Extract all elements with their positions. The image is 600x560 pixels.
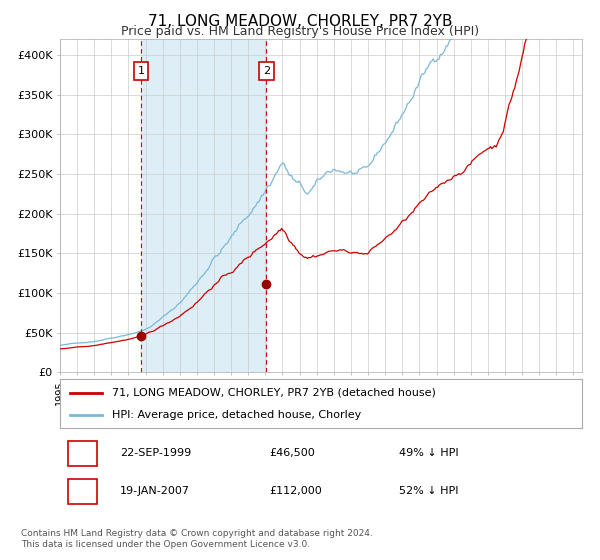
Text: 22-SEP-1999: 22-SEP-1999 <box>120 447 191 458</box>
Text: 71, LONG MEADOW, CHORLEY, PR7 2YB: 71, LONG MEADOW, CHORLEY, PR7 2YB <box>148 14 452 29</box>
Text: 71, LONG MEADOW, CHORLEY, PR7 2YB (detached house): 71, LONG MEADOW, CHORLEY, PR7 2YB (detac… <box>112 388 436 398</box>
Text: 19-JAN-2007: 19-JAN-2007 <box>120 486 190 496</box>
Text: £46,500: £46,500 <box>269 447 314 458</box>
Text: 2: 2 <box>79 486 85 496</box>
Text: HPI: Average price, detached house, Chorley: HPI: Average price, detached house, Chor… <box>112 409 361 419</box>
FancyBboxPatch shape <box>68 441 97 466</box>
Bar <box>141 39 266 372</box>
Text: 1: 1 <box>79 447 85 458</box>
Text: 49% ↓ HPI: 49% ↓ HPI <box>400 447 459 458</box>
Text: Price paid vs. HM Land Registry's House Price Index (HPI): Price paid vs. HM Land Registry's House … <box>121 25 479 38</box>
Text: 52% ↓ HPI: 52% ↓ HPI <box>400 486 459 496</box>
Text: Contains HM Land Registry data © Crown copyright and database right 2024.
This d: Contains HM Land Registry data © Crown c… <box>21 529 373 549</box>
Text: 1: 1 <box>137 66 145 76</box>
Text: £112,000: £112,000 <box>269 486 322 496</box>
FancyBboxPatch shape <box>68 479 97 504</box>
Text: 2: 2 <box>263 66 270 76</box>
